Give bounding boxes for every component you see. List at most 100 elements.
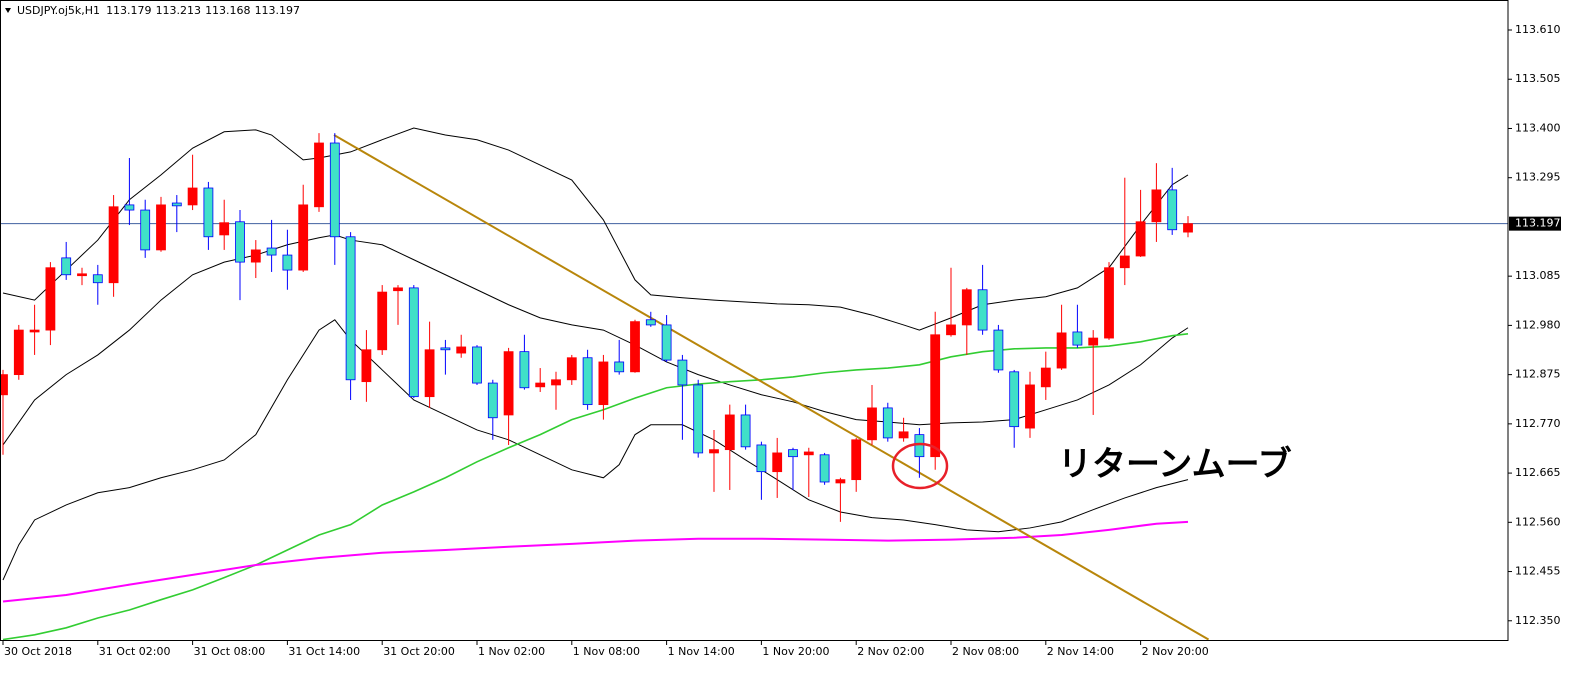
candle-body (535, 382, 546, 388)
candle-body (456, 346, 467, 354)
candle-body (235, 221, 245, 263)
y-tick-label: 113.085 (1515, 269, 1561, 282)
header-arrow (5, 8, 11, 13)
candle-body (693, 384, 704, 454)
candle-body (487, 382, 498, 419)
candle-body (1135, 221, 1146, 257)
indicator-line (2, 127, 1189, 331)
y-tick-label: 112.665 (1515, 466, 1561, 479)
candle-body (393, 287, 403, 292)
symbol: USDJPY.oj5k,H1 (17, 4, 100, 17)
y-tick-label: 112.875 (1515, 368, 1561, 381)
indicator-line (2, 234, 1189, 446)
candle-body (977, 289, 988, 331)
candle-body (1183, 223, 1193, 233)
y-tick-label: 112.350 (1515, 614, 1561, 627)
candle-body (29, 329, 40, 333)
candle-body (424, 349, 435, 398)
y-tick-label: 113.400 (1515, 121, 1561, 134)
indicator-line (2, 520, 1189, 603)
candle-body (1151, 189, 1162, 223)
candle-body (77, 273, 87, 277)
candle-body (946, 324, 956, 336)
candle-body (472, 346, 482, 384)
candle-body (1167, 189, 1178, 231)
candle-body (377, 291, 388, 351)
candle-body (124, 204, 135, 211)
candle-body (1009, 371, 1020, 428)
candle-body (803, 451, 814, 456)
x-tick-label: 1 Nov 02:00 (478, 645, 545, 658)
candle-body (851, 439, 862, 481)
candle-body (266, 247, 277, 256)
candle-body (867, 407, 877, 441)
candle-body (1119, 255, 1130, 269)
candle-body (45, 267, 56, 331)
candle-body (566, 357, 577, 381)
candle-body (219, 222, 230, 236)
candle-body (440, 347, 451, 351)
candle-body (551, 379, 561, 386)
x-tick-label: 31 Oct 02:00 (99, 645, 171, 658)
candle-body (361, 349, 372, 383)
x-tick-label: 1 Nov 08:00 (573, 645, 640, 658)
y-tick-label: 113.295 (1515, 171, 1561, 184)
candle-body (156, 204, 166, 251)
candle-body (788, 449, 798, 458)
candle-body (756, 444, 767, 473)
candle-body (171, 202, 182, 207)
candle-body (661, 324, 672, 361)
candle-body (724, 414, 735, 451)
candle-body (203, 187, 214, 238)
y-tick-label: 112.770 (1515, 417, 1561, 430)
annotation: リターンムーブ (1058, 445, 1292, 485)
candle-body (1088, 337, 1099, 346)
price-label-box (1509, 216, 1561, 231)
candle-body (582, 357, 593, 406)
candle-body (740, 414, 751, 448)
candle-body (1025, 384, 1035, 429)
candle-body (614, 361, 625, 373)
candle-body (61, 257, 72, 276)
candle-body (630, 321, 640, 373)
candle-body (819, 454, 830, 483)
x-tick-label: 2 Nov 14:00 (1047, 645, 1114, 658)
price-label: 113.197 (1515, 217, 1561, 230)
candle-body (519, 351, 530, 389)
x-tick-label: 1 Nov 20:00 (762, 645, 829, 658)
candle-body (314, 142, 324, 208)
header-open: 113.179 (106, 4, 152, 17)
x-tick-label: 30 Oct 2018 (4, 645, 72, 658)
candle-body (993, 329, 1004, 371)
header-low: 113.168 (205, 4, 251, 17)
x-tick-label: 31 Oct 08:00 (194, 645, 266, 658)
x-tick-label: 31 Oct 14:00 (288, 645, 360, 658)
candle-body (1104, 267, 1114, 339)
y-tick-label: 112.455 (1515, 565, 1561, 578)
candle-body (677, 359, 688, 386)
candle-body (0, 374, 8, 396)
indicator-line (2, 319, 1189, 581)
candle-body (92, 274, 103, 284)
y-tick-label: 113.505 (1515, 72, 1561, 85)
x-tick-label: 31 Oct 20:00 (383, 645, 455, 658)
highlight-circle (891, 442, 949, 490)
candle-body (1072, 331, 1083, 346)
candle-body (282, 254, 293, 271)
candle-body (914, 434, 925, 458)
candle-body (250, 249, 261, 263)
header-high: 113.213 (156, 4, 202, 17)
y-tick-label: 112.560 (1515, 515, 1561, 528)
x-tick-label: 2 Nov 02:00 (857, 645, 924, 658)
header-close: 113.197 (255, 4, 301, 17)
candle-body (598, 361, 609, 406)
candle-body (835, 479, 846, 484)
candle-body (187, 187, 198, 206)
x-tick-label: 1 Nov 14:00 (668, 645, 735, 658)
candle-body (645, 319, 656, 326)
candle-body (108, 206, 119, 284)
header: USDJPY.oj5k,H1 113.179 113.213 113.168 113.1… (17, 4, 300, 17)
candle-body (772, 452, 783, 473)
